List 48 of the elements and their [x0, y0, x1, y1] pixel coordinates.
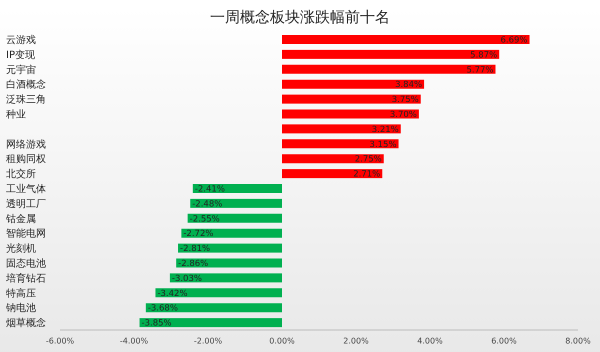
y-tick-label: 租购同权 — [6, 153, 46, 166]
data-label: 3.15% — [370, 140, 397, 150]
data-label: 3.75% — [392, 95, 419, 106]
x-tick-label: -4.00% — [120, 336, 149, 346]
data-label: 3.21% — [372, 124, 399, 135]
x-tick-label: -2.00% — [194, 336, 223, 346]
y-tick-label: 特高压 — [6, 287, 36, 300]
chart-title: 一周概念板块涨跌幅前十名 — [209, 8, 391, 28]
y-tick-label: 钴金属 — [5, 212, 36, 225]
data-label: -3.03% — [172, 274, 202, 284]
x-tick-label: 6.00% — [491, 336, 518, 346]
y-tick-label: 工业气体 — [6, 183, 46, 195]
y-tick-label: 北交所 — [6, 168, 36, 180]
data-label: -3.85% — [142, 318, 172, 329]
y-tick-label: 泛珠三角 — [6, 94, 46, 106]
data-label: 5.77% — [466, 65, 494, 76]
data-label: -2.55% — [190, 214, 220, 224]
x-tick-label: 0.00% — [269, 336, 296, 346]
x-tick-label: 8.00% — [565, 336, 592, 346]
data-label: 3.70% — [390, 110, 417, 120]
y-tick-label: 元宇宙 — [6, 64, 36, 76]
y-tick-label: 白酒概念 — [6, 78, 46, 91]
data-label: -3.42% — [157, 288, 188, 299]
y-tick-label: 透明工厂 — [6, 198, 46, 210]
data-label: -2.81% — [180, 244, 210, 254]
data-label: -2.41% — [194, 184, 225, 194]
data-label: -2.48% — [192, 199, 222, 210]
y-tick-label: 培育钻石 — [5, 272, 46, 284]
y-tick-label: 智能电网 — [6, 228, 46, 240]
y-tick-label: 烟草概念 — [6, 317, 46, 330]
data-label: 2.75% — [354, 154, 382, 165]
x-tick-label: 2.00% — [343, 336, 370, 346]
y-tick-label: 光刻机 — [6, 242, 36, 255]
data-label: 5.87% — [470, 50, 498, 60]
data-label: -2.86% — [178, 258, 208, 269]
data-label: 2.71% — [353, 170, 380, 180]
data-label: -3.68% — [148, 304, 178, 314]
y-tick-label: 云游戏 — [6, 34, 36, 46]
data-label: 3.84% — [395, 80, 422, 90]
y-tick-label: 网络游戏 — [6, 138, 46, 150]
data-label: 6.69% — [500, 35, 528, 46]
y-tick-label: 钠电池 — [5, 302, 36, 314]
x-tick-label: -6.00% — [46, 336, 75, 346]
y-tick-label: 种业 — [6, 108, 26, 120]
y-tick-label: IP变现 — [6, 48, 35, 61]
data-label: -2.72% — [183, 229, 214, 240]
x-tick-label: 4.00% — [417, 336, 444, 346]
y-tick-label: 固态电池 — [6, 258, 46, 270]
